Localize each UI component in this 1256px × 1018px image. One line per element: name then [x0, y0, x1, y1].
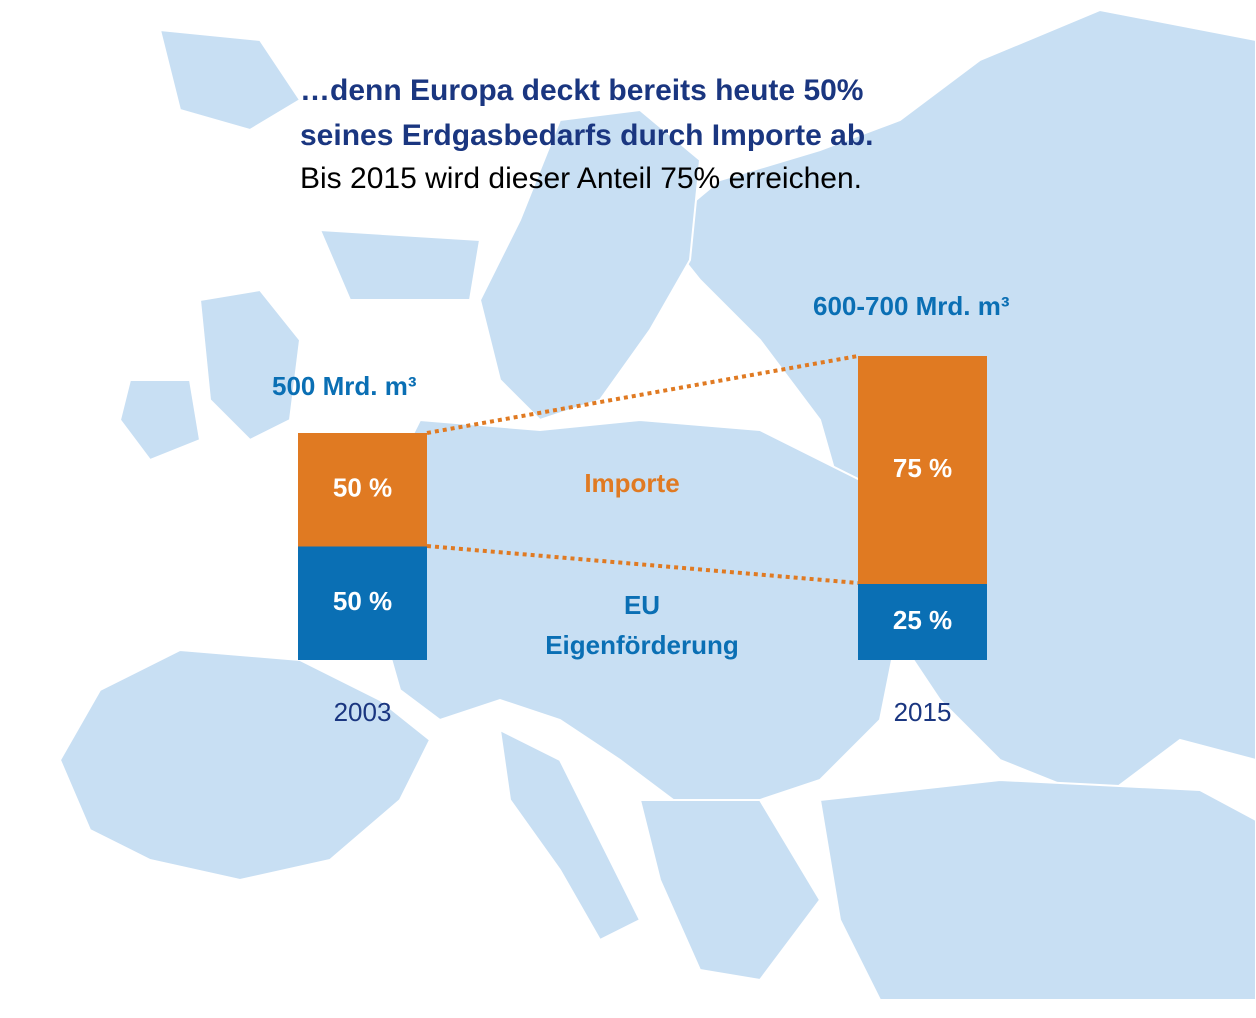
x-tick-label: 2015 [894, 697, 952, 727]
map-background [58, 8, 1256, 1001]
bar-segment [298, 433, 427, 547]
value-label: 50 % [333, 586, 392, 616]
connector [426, 544, 859, 585]
value-label: 50 % [333, 473, 392, 503]
value-label: 25 % [893, 605, 952, 635]
bar-segment [858, 356, 987, 584]
total-annotation: 600-700 Mrd. m³ [813, 291, 1010, 321]
value-label: 75 % [893, 453, 952, 483]
subtitle: Bis 2015 wird dieser Anteil 75% erreiche… [300, 162, 862, 195]
title-line: seines Erdgasbedarfs durch Importe ab. [300, 119, 874, 152]
bar-segment [858, 584, 987, 660]
series-label: EU Eigenförderung [545, 590, 739, 660]
x-tick-label: 2003 [334, 697, 392, 727]
total-annotation: 500 Mrd. m³ [272, 371, 417, 401]
title-line: …denn Europa deckt bereits heute 50% [300, 74, 863, 107]
series-label: Importe [584, 468, 679, 498]
connector [426, 354, 859, 435]
bar-segment [298, 546, 427, 660]
series-label-wrap: EU Eigenförderung [545, 590, 739, 660]
